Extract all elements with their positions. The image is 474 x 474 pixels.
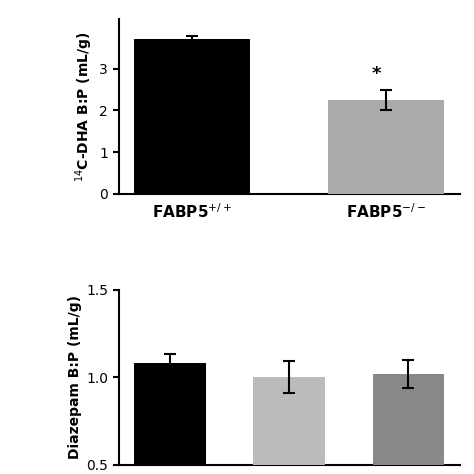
Y-axis label: Diazepam B:P (mL/g): Diazepam B:P (mL/g) [68,295,82,459]
Bar [328,100,444,194]
Bar [134,39,250,194]
Bar [373,374,444,474]
Bar [253,377,325,474]
Bar [134,363,206,474]
Text: *: * [372,65,381,83]
Y-axis label: $^{14}$C-DHA B:P (mL/g): $^{14}$C-DHA B:P (mL/g) [73,31,95,182]
